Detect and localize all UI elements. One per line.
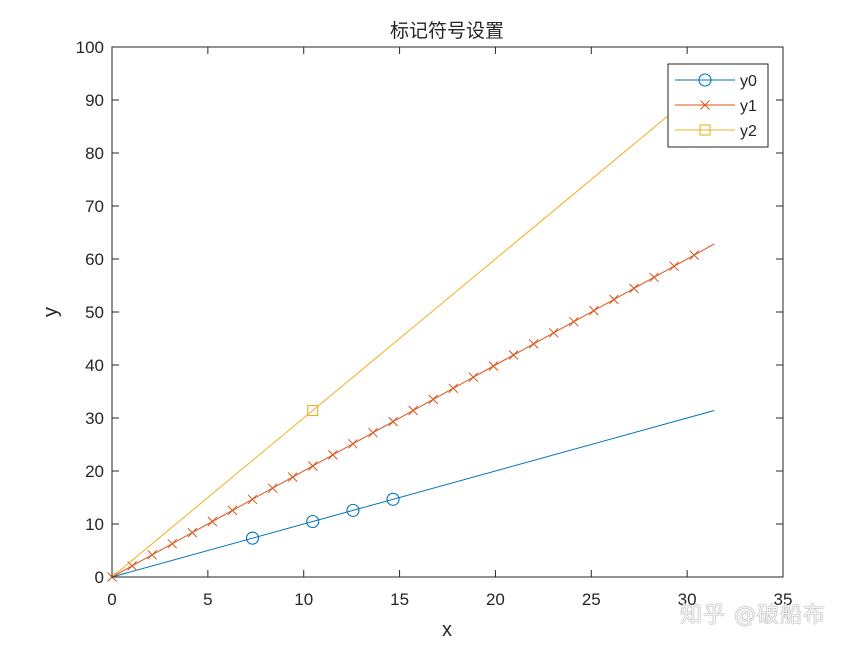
x-tick-label: 35 <box>774 590 793 609</box>
cross-marker <box>528 339 539 349</box>
cross-marker <box>307 461 318 471</box>
legend-label: y1 <box>740 98 757 115</box>
circle-marker <box>386 492 400 506</box>
y-tick-label: 20 <box>85 462 104 481</box>
y-tick-label: 100 <box>76 38 104 57</box>
cross-marker <box>448 383 459 394</box>
x-tick-label: 0 <box>107 590 116 609</box>
y-tick-label: 60 <box>85 250 104 269</box>
cross-marker <box>428 394 439 405</box>
cross-marker <box>548 327 559 338</box>
cross-marker <box>468 372 479 383</box>
cross-marker <box>629 283 639 294</box>
cross-marker <box>689 250 700 260</box>
cross-marker <box>488 361 499 371</box>
x-tick-label: 20 <box>486 590 505 609</box>
cross-marker <box>649 272 659 283</box>
x-tick-label: 25 <box>582 590 601 609</box>
legend-item-y1: y1 <box>675 98 757 115</box>
watermark-text: 知乎 @破船布 <box>680 603 826 628</box>
square-marker <box>307 404 319 417</box>
cross-marker <box>408 405 418 416</box>
circle-marker <box>698 73 712 87</box>
y-axis: 0 10 20 30 40 50 60 70 80 90 100 <box>76 38 783 587</box>
cross-marker <box>227 505 238 516</box>
legend-label: y2 <box>740 123 757 140</box>
y-tick-label: 40 <box>85 356 104 375</box>
circle-marker <box>306 514 320 529</box>
cross-marker <box>147 549 157 560</box>
legend: y0 y1 y2 <box>667 63 769 148</box>
y-tick-label: 10 <box>85 515 104 534</box>
cross-marker <box>388 416 398 427</box>
y-axis-label: y <box>40 307 62 317</box>
x-axis: 0 5 10 15 20 25 30 35 <box>107 47 792 609</box>
cross-marker <box>609 294 619 305</box>
cross-marker <box>287 472 298 482</box>
y-tick-label: 80 <box>85 144 104 163</box>
cross-marker <box>588 305 599 316</box>
series-y0 <box>111 410 715 578</box>
x-tick-label: 5 <box>203 590 212 609</box>
cross-marker <box>327 450 338 460</box>
circle-marker <box>346 503 360 517</box>
series-y2 <box>111 77 715 578</box>
y-tick-label: 70 <box>85 197 104 216</box>
y-tick-label: 50 <box>85 303 104 322</box>
cross-marker <box>348 438 358 449</box>
legend-item-y2: y2 <box>675 123 757 140</box>
cross-marker <box>267 483 278 494</box>
x-tick-label: 30 <box>678 590 697 609</box>
x-tick-label: 15 <box>390 590 409 609</box>
legend-item-y0: y0 <box>675 73 757 90</box>
cross-marker <box>368 427 378 438</box>
cross-marker <box>167 538 178 549</box>
cross-marker <box>568 316 579 327</box>
square-marker <box>699 124 711 136</box>
cross-marker <box>207 516 218 527</box>
y-tick-label: 90 <box>85 91 104 110</box>
y-tick-label: 30 <box>85 409 104 428</box>
circle-marker <box>245 531 260 545</box>
x-tick-label: 10 <box>294 590 313 609</box>
cross-marker <box>187 527 198 538</box>
series-line <box>111 77 715 578</box>
cross-marker <box>508 350 519 360</box>
cross-marker <box>700 100 710 110</box>
chart-title: 标记符号设置 <box>390 20 504 42</box>
cross-marker <box>669 261 679 272</box>
series-line <box>111 410 715 578</box>
cross-marker <box>247 494 258 505</box>
series-layer <box>107 77 715 582</box>
y-tick-label: 0 <box>95 568 104 587</box>
legend-label: y0 <box>740 73 757 90</box>
x-axis-label: x <box>442 619 452 641</box>
